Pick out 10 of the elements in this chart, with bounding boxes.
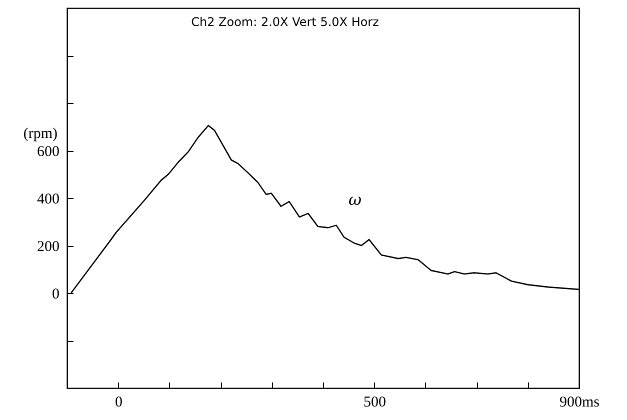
y-axis-title: (rpm) [23, 126, 58, 142]
y-tick-label: 200 [37, 239, 60, 255]
annotation: ω [348, 190, 362, 209]
x-tick-label: 500 [363, 394, 386, 410]
y-tick-label: 0 [52, 286, 60, 302]
text: Ch2 Zoom: 2.0X Vert 5.0X Horz [191, 15, 379, 29]
x-tick-label: 900ms [559, 394, 600, 410]
y-tick-label: 400 [37, 192, 60, 208]
y-tick-label: 600 [37, 144, 60, 160]
x-tick-label: 0 [114, 394, 122, 410]
